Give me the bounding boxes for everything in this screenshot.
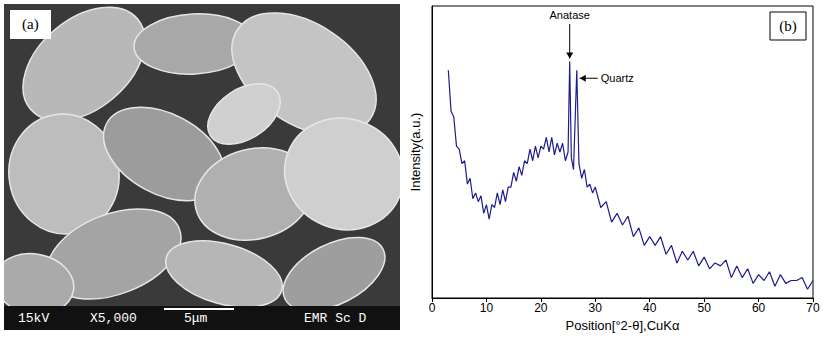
svg-text:(b): (b): [779, 18, 797, 35]
svg-text:60: 60: [752, 301, 766, 315]
html-text:15kV: 15kV: [18, 311, 50, 326]
svg-text:0: 0: [429, 301, 436, 315]
html-text:EMR Sc D: EMR Sc D: [304, 311, 367, 326]
svg-text:70: 70: [806, 301, 820, 315]
svg-text:10: 10: [480, 301, 494, 315]
svg-text:40: 40: [643, 301, 657, 315]
svg-text:30: 30: [589, 301, 603, 315]
svg-text:50: 50: [697, 301, 711, 315]
svg-text:Anatase: Anatase: [550, 9, 590, 21]
svg-text:Quartz: Quartz: [601, 72, 634, 84]
svg-text:Intensity(a.u.): Intensity(a.u.): [408, 113, 423, 192]
svg-text:Position[°2-θ],CuKα: Position[°2-θ],CuKα: [566, 318, 680, 333]
html-text:5μm: 5μm: [184, 311, 208, 326]
html-text:X5,000: X5,000: [90, 311, 137, 326]
svg-text:20: 20: [534, 301, 548, 315]
html-text:(a): (a): [22, 16, 39, 32]
